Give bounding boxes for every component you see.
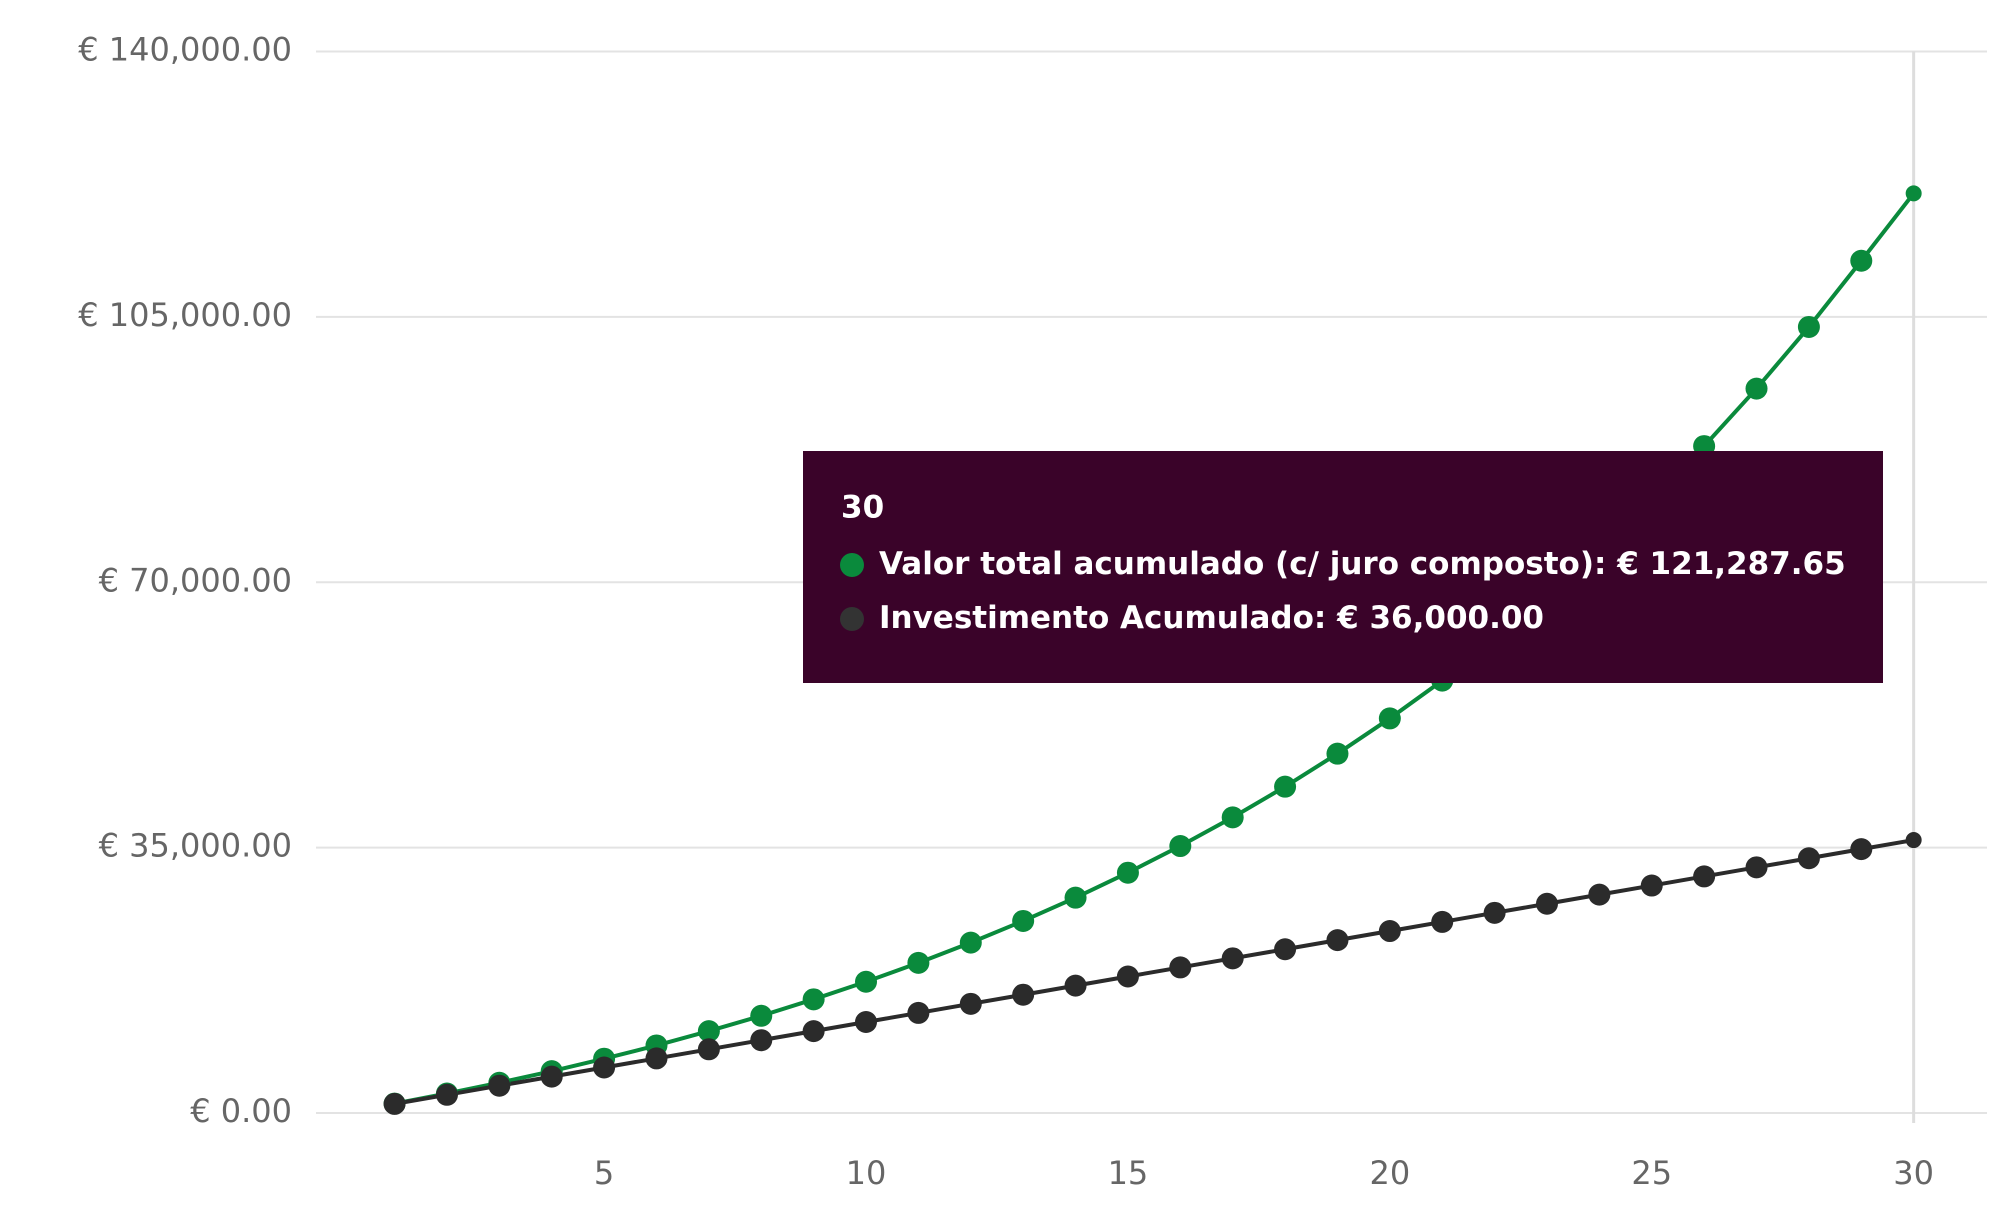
point — [697, 1020, 720, 1043]
point — [750, 1029, 773, 1052]
point — [1326, 742, 1349, 765]
point — [1169, 835, 1192, 858]
point — [959, 992, 982, 1015]
point — [1221, 947, 1244, 970]
y-tick-label: € 0.00 — [190, 1092, 292, 1130]
tooltip-text: Valor total acumulado (c/ juro composto)… — [879, 546, 1846, 582]
point — [1326, 929, 1349, 952]
tooltip-separator: : — [1594, 546, 1617, 582]
x-tick-label: 15 — [1108, 1154, 1149, 1192]
point — [1274, 775, 1297, 798]
tooltip-value: € 121,287.65 — [1616, 546, 1845, 582]
point — [1378, 707, 1401, 730]
point — [1169, 956, 1192, 979]
tooltip-series-name: Investimento Acumulado — [879, 600, 1314, 636]
point — [1850, 249, 1873, 272]
y-tick-label: € 140,000.00 — [78, 31, 292, 69]
point — [1012, 909, 1035, 932]
series-line — [394, 838, 1915, 1106]
y-tick-label: € 105,000.00 — [78, 296, 292, 334]
point — [1745, 856, 1768, 879]
tooltip-value: € 36,000.00 — [1336, 600, 1544, 636]
point — [1064, 886, 1087, 909]
point — [1905, 832, 1922, 849]
x-tick-label: 25 — [1631, 1154, 1672, 1192]
point — [1378, 920, 1401, 943]
x-tick-label: 30 — [1893, 1154, 1934, 1192]
point — [1116, 965, 1139, 988]
point — [1116, 861, 1139, 884]
y-tick-label: € 35,000.00 — [99, 827, 292, 865]
tooltip-box — [803, 451, 1883, 683]
tooltip-swatch — [840, 553, 864, 577]
point — [435, 1083, 458, 1106]
point — [802, 1020, 825, 1043]
tooltip-title: 30 — [841, 490, 884, 526]
point — [540, 1065, 563, 1088]
point — [1797, 315, 1820, 338]
point — [1483, 901, 1506, 924]
point — [1693, 865, 1716, 888]
point — [1012, 983, 1035, 1006]
point — [907, 951, 930, 974]
x-tick-label: 20 — [1369, 1154, 1410, 1192]
point — [1535, 892, 1558, 915]
tooltip-series-name: Valor total acumulado (c/ juro composto) — [879, 546, 1594, 582]
point — [1064, 974, 1087, 997]
point — [488, 1074, 511, 1097]
point — [1588, 883, 1611, 906]
point — [697, 1038, 720, 1061]
point — [645, 1047, 668, 1070]
point — [802, 988, 825, 1011]
point — [1274, 938, 1297, 961]
tooltip-swatch — [840, 607, 864, 631]
y-tick-label: € 70,000.00 — [99, 561, 292, 599]
point — [383, 1092, 406, 1115]
x-tick-label: 5 — [594, 1154, 614, 1192]
point — [1797, 847, 1820, 870]
point — [855, 970, 878, 993]
x-tick-label: 10 — [846, 1154, 887, 1192]
tooltip-separator: : — [1314, 600, 1337, 636]
tooltip: 30 Valor total acumulado (c/ juro compost… — [803, 451, 1883, 683]
point — [750, 1004, 773, 1027]
point — [1640, 874, 1663, 897]
point — [593, 1056, 616, 1079]
point — [1850, 838, 1873, 861]
point — [1221, 806, 1244, 829]
point — [1431, 910, 1454, 933]
point — [907, 1001, 930, 1024]
point — [1745, 377, 1768, 400]
tooltip-text: Investimento Acumulado: € 36,000.00 — [879, 600, 1544, 636]
point — [1905, 185, 1922, 202]
point — [959, 931, 982, 954]
point — [855, 1011, 878, 1034]
